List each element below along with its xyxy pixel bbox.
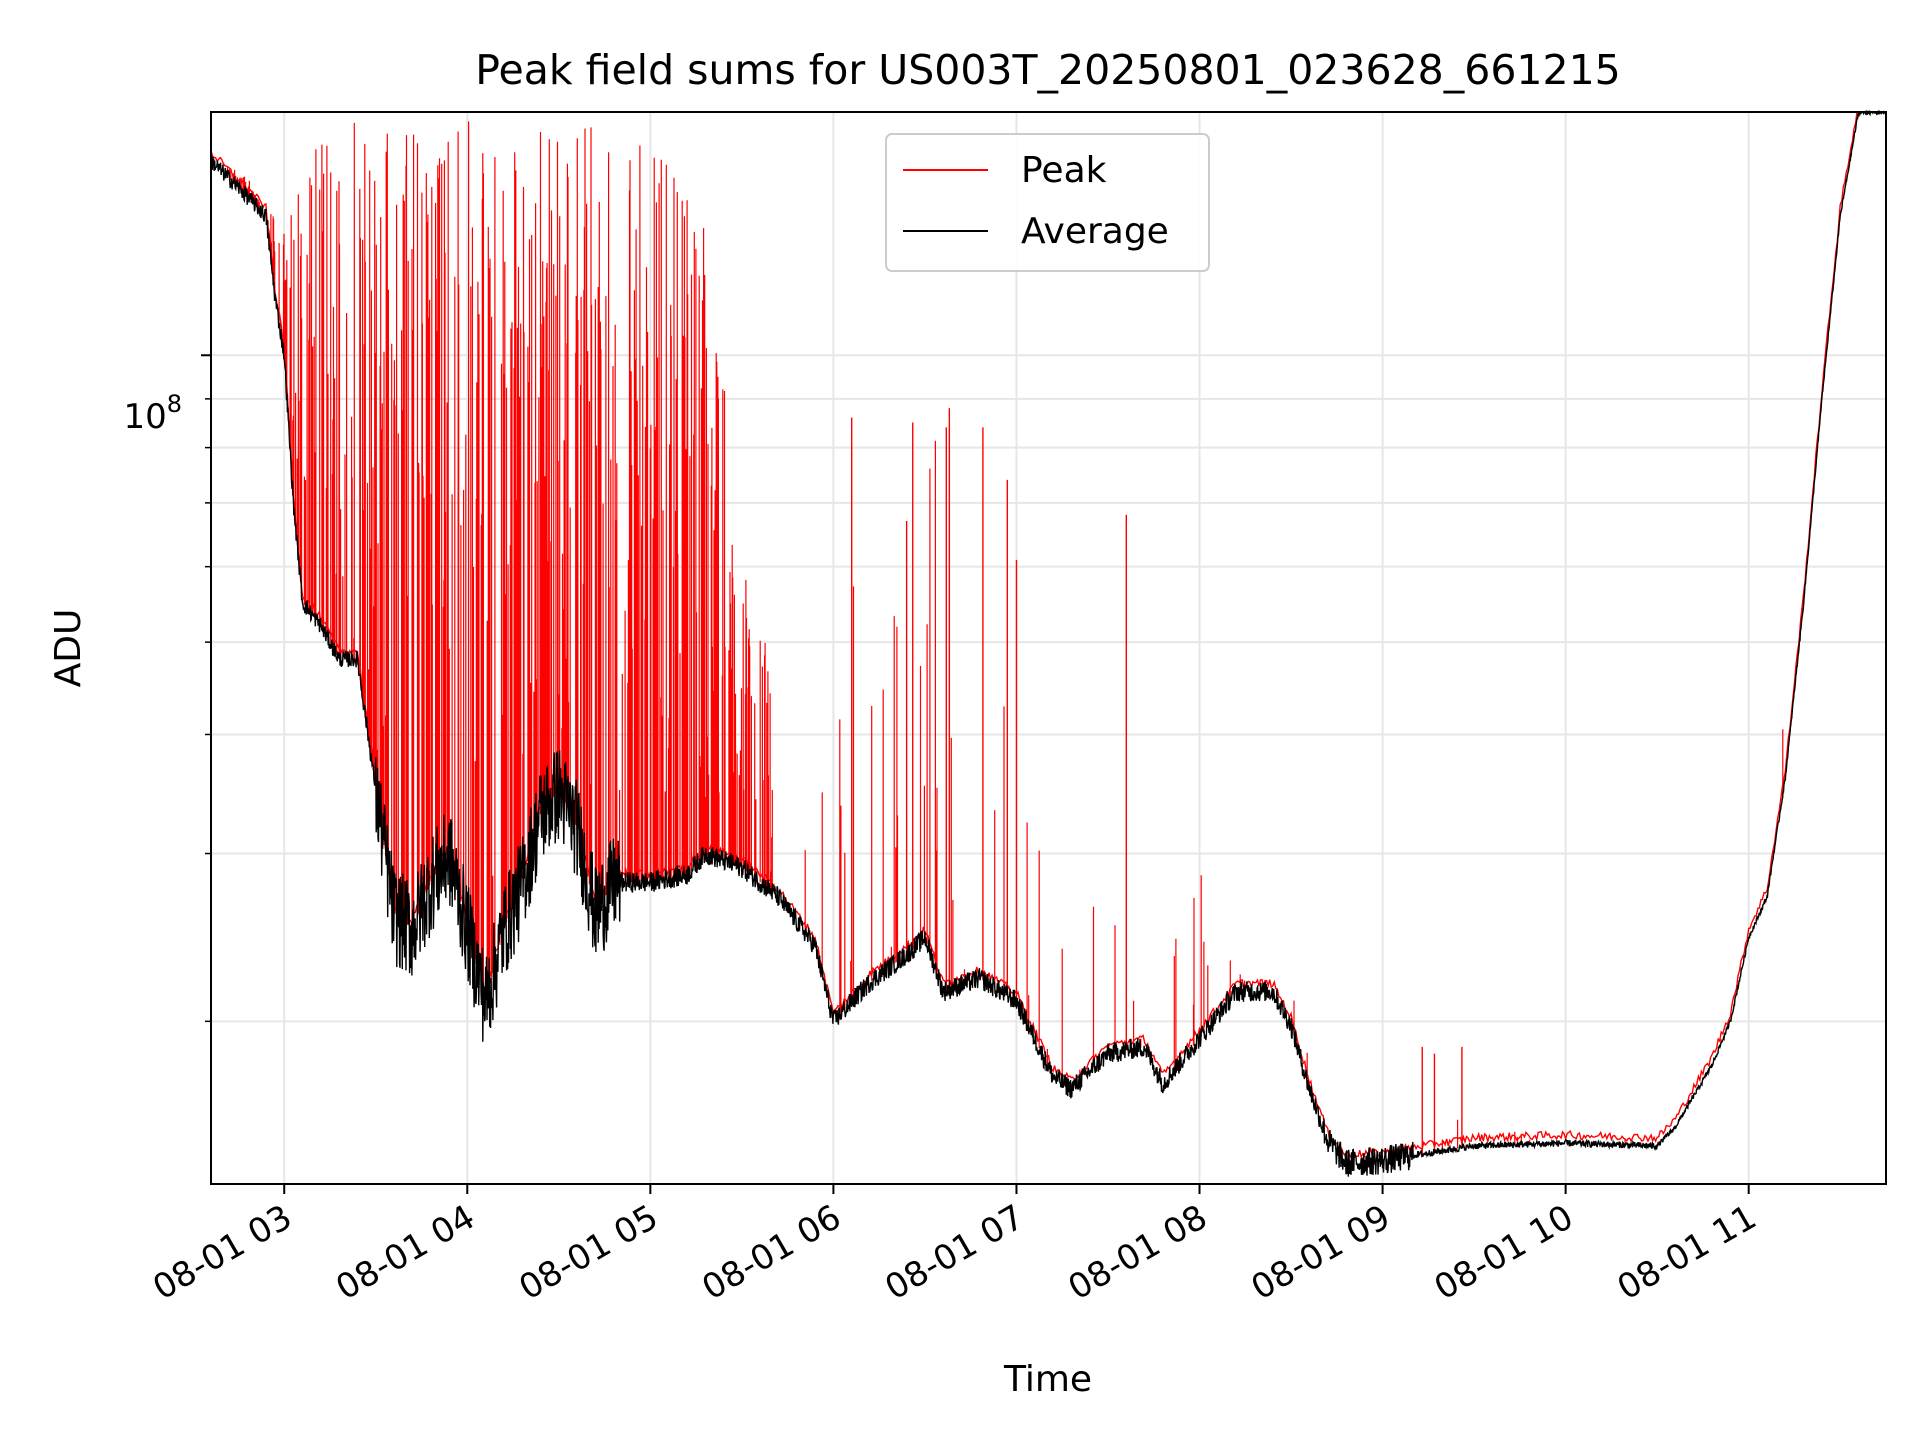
legend-label-peak: Peak <box>1021 150 1107 191</box>
x-axis-label: Time <box>1003 1359 1092 1400</box>
legend: Peak Average <box>886 134 1209 271</box>
chart-title: Peak field sums for US003T_20250801_0236… <box>475 46 1621 94</box>
y-tick-label-base: 10 <box>123 397 166 437</box>
legend-label-average: Average <box>1021 211 1169 252</box>
y-tick-label-exponent: 8 <box>167 390 182 418</box>
y-axis-label: ADU <box>48 609 89 688</box>
